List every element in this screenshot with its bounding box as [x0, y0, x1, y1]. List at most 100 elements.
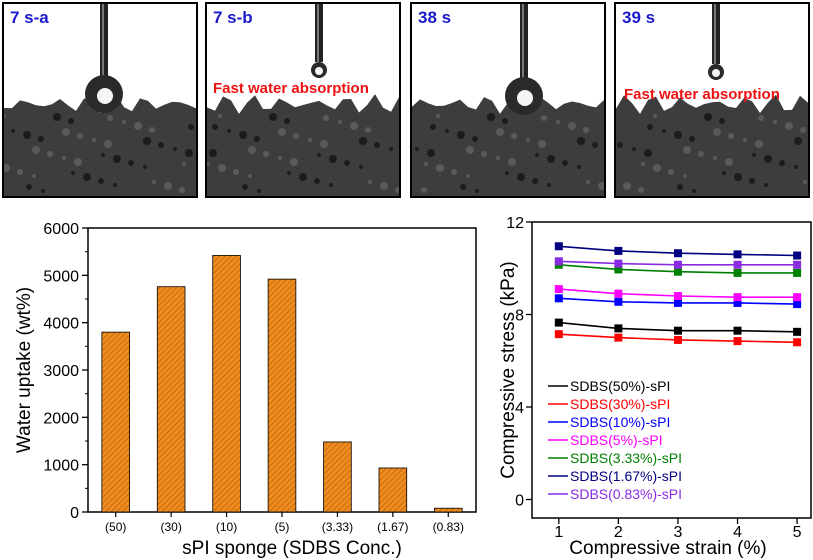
sponge-texture [653, 114, 657, 118]
sponge-texture [415, 147, 419, 151]
data-point [733, 268, 742, 277]
sponge-texture [164, 182, 172, 190]
data-point [614, 333, 623, 342]
photo-panel-39s: 39 s Fast water absorption [614, 2, 810, 198]
data-point [614, 297, 623, 306]
sponge-texture [359, 165, 363, 169]
data-point [793, 327, 802, 336]
sponge-texture [517, 173, 525, 181]
sponge-texture [182, 162, 186, 166]
sponge-texture [427, 149, 435, 157]
data-point [554, 257, 563, 266]
sponge-texture [466, 146, 474, 154]
sponge-texture [421, 187, 427, 193]
sponge-texture [98, 178, 104, 184]
contact-angle-photo [207, 4, 399, 196]
sponge-texture [4, 164, 10, 172]
sponge-texture [227, 129, 231, 133]
y-tick-label: 0 [70, 505, 79, 522]
data-point [793, 251, 802, 260]
annotation-label: Fast water absorption [213, 80, 369, 97]
sponge-texture [677, 184, 683, 190]
sponge-texture [779, 160, 785, 166]
sponge-texture [460, 184, 466, 190]
sponge-texture [179, 187, 185, 193]
sponge-texture [472, 136, 478, 142]
photo-panel-7s-b: 7 s-b Fast water absorption [205, 2, 401, 198]
water-uptake-bar-chart: 0 1000 2000 3000 4000 5000 6000 (50) (30) (10) (5)… [14, 221, 477, 559]
sponge-texture [755, 140, 763, 148]
sponge-texture [743, 138, 747, 142]
time-label: 7 s-a [10, 8, 49, 27]
data-point [733, 326, 742, 335]
data-point [554, 285, 563, 294]
sponge-texture [725, 158, 733, 166]
x-tick-label: (10) [216, 520, 237, 534]
data-point [733, 293, 742, 302]
x-tick-label: 3 [674, 524, 683, 541]
contact-angle-photo [616, 4, 808, 196]
x-tick-label: (0.83) [433, 520, 464, 534]
sponge-texture [719, 118, 725, 124]
sponge-texture [562, 160, 568, 166]
sponge-texture [74, 158, 82, 166]
x-tick-label: (1.67) [377, 520, 408, 534]
sponge-texture [4, 114, 6, 118]
sponge-texture [344, 160, 350, 166]
sponge-texture [764, 183, 768, 187]
needle-highlight [714, 4, 716, 64]
sponge-texture [713, 156, 717, 160]
y-tick-label: 3000 [43, 363, 79, 380]
time-label: 38 s [418, 8, 452, 27]
sponge-texture [395, 187, 399, 193]
data-point [673, 292, 682, 300]
sponge-texture [475, 189, 479, 193]
sponge-texture [568, 122, 576, 130]
sponge-texture [320, 140, 328, 148]
y-tick-label: 8 [515, 308, 524, 325]
sponge-texture [53, 113, 61, 121]
x-axis-label: sPI sponge (SDBS Conc.) [182, 538, 402, 559]
sponge-texture [350, 122, 358, 130]
sponge-texture [68, 118, 74, 124]
y-tick-label: 2000 [43, 410, 79, 427]
sponge-texture [38, 136, 44, 142]
sponge-texture [143, 165, 147, 169]
sponge-texture [338, 120, 342, 124]
x-tick-label: (5) [275, 520, 290, 534]
sponge-texture [152, 180, 156, 184]
needle-highlight [522, 4, 524, 86]
sponge-texture [17, 169, 23, 175]
sponge-texture [380, 182, 388, 190]
sponge-texture [638, 187, 644, 193]
sponge-texture [683, 146, 691, 154]
droplet-reflection [517, 90, 533, 106]
data-point [793, 293, 802, 302]
sponge-texture [556, 120, 560, 124]
data-point [554, 242, 563, 251]
data-point [673, 298, 682, 307]
bar [378, 467, 408, 513]
data-point [793, 338, 802, 347]
sponge-texture [113, 155, 121, 163]
data-point [614, 259, 623, 268]
sponge-texture [704, 113, 712, 121]
sponge-texture [26, 184, 32, 190]
sponge-texture [538, 140, 546, 148]
legend-label: SDBS(30%)-sPI [570, 396, 670, 412]
sponge-texture [83, 173, 91, 181]
sponge-texture [212, 124, 218, 130]
sponge-texture [134, 122, 142, 130]
x-tick-label: 2 [614, 524, 623, 541]
legend-label: SDBS(1.67%)-sPI [570, 468, 682, 484]
sponge-texture [92, 138, 96, 142]
sponge-texture [547, 155, 555, 163]
sponge-texture [577, 137, 585, 145]
sponge-texture [218, 114, 222, 118]
data-point [614, 289, 623, 298]
sponge-texture [526, 138, 530, 142]
sponge-texture [278, 156, 282, 160]
y-tick-label: 12 [506, 215, 524, 232]
sponge-texture [683, 174, 687, 178]
sponge-texture [632, 147, 636, 151]
